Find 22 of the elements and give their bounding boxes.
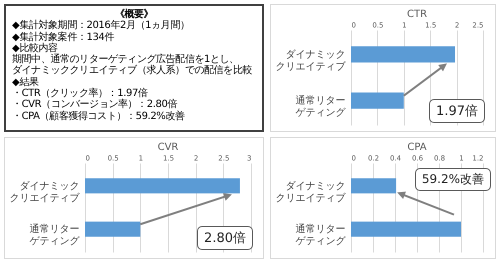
text: ・CTR（クリック率）：1.97倍 — [12, 88, 149, 100]
annotation: 59.2%改善 — [414, 168, 491, 191]
y-tick-label: 通常リターゲティング — [296, 94, 346, 119]
chart-title: CVR — [158, 142, 178, 153]
text: ・CPA（顧客獲得コスト）：59.2%改善 — [12, 110, 186, 122]
text: ・CVR（コンバージョン率）：2.80倍 — [12, 99, 178, 110]
annotation: 1.97倍 — [429, 99, 485, 123]
y-tick-label: 通常リターゲティング — [30, 223, 80, 248]
y-tick-label: ダイナミッククリエイティブ — [10, 180, 80, 204]
text: 期間中、通常のリターゲティング広告配信を1とし、 — [12, 54, 239, 66]
text: ダイナミッククリエイティブ（求人系）での配信を比較 — [12, 65, 254, 77]
text: ◆集計対象期間：2016年2月（1ヵ月間） — [12, 20, 190, 32]
text: ◆結果 — [12, 76, 40, 88]
chart-title: CPA — [407, 142, 427, 153]
text: ◆集計対象案件：134件 — [12, 32, 116, 43]
annotation: 2.80倍 — [197, 226, 253, 250]
y-tick-label: ダイナミッククリエイティブ — [276, 180, 346, 204]
y-tick-label: ダイナミッククリエイティブ — [276, 48, 346, 72]
text: ◆比較内容 — [12, 42, 58, 54]
chart-title: CTR — [406, 9, 428, 20]
y-tick-label: 通常リターゲティング — [296, 223, 346, 248]
text: 《概要》 — [114, 9, 154, 20]
